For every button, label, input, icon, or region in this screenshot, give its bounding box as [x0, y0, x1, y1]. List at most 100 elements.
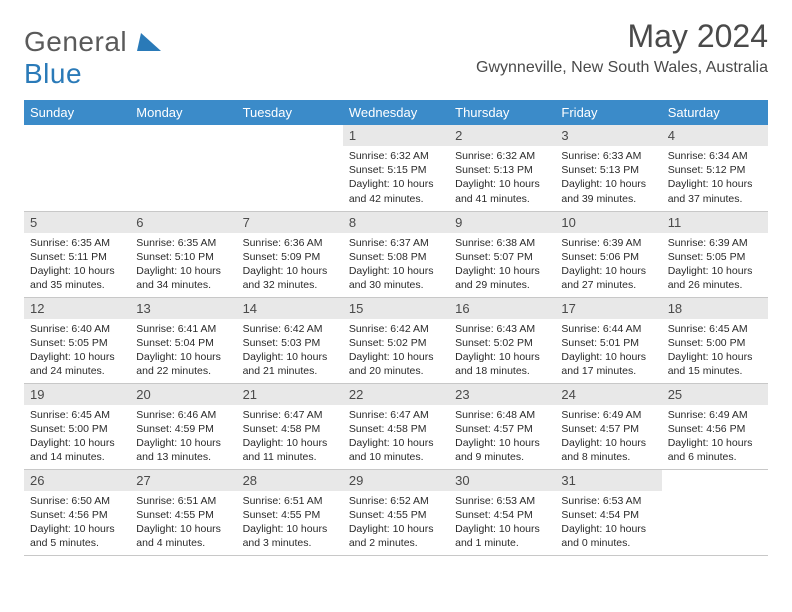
day-detail: Sunrise: 6:34 AMSunset: 5:12 PMDaylight:…: [662, 146, 768, 209]
day-detail: Sunrise: 6:35 AMSunset: 5:11 PMDaylight:…: [24, 233, 130, 296]
day-line-sr: Sunrise: 6:45 AM: [30, 408, 124, 422]
day-line-sr: Sunrise: 6:51 AM: [243, 494, 337, 508]
calendar-cell: 21Sunrise: 6:47 AMSunset: 4:58 PMDayligh…: [237, 383, 343, 469]
day-line-d2: and 9 minutes.: [455, 450, 549, 464]
calendar-cell: 7Sunrise: 6:36 AMSunset: 5:09 PMDaylight…: [237, 211, 343, 297]
calendar-cell: [130, 125, 236, 211]
day-detail: Sunrise: 6:51 AMSunset: 4:55 PMDaylight:…: [130, 491, 236, 554]
calendar-cell: 11Sunrise: 6:39 AMSunset: 5:05 PMDayligh…: [662, 211, 768, 297]
day-line-d1: Daylight: 10 hours: [455, 264, 549, 278]
calendar-week-row: 26Sunrise: 6:50 AMSunset: 4:56 PMDayligh…: [24, 469, 768, 555]
calendar-cell: 13Sunrise: 6:41 AMSunset: 5:04 PMDayligh…: [130, 297, 236, 383]
day-line-d2: and 22 minutes.: [136, 364, 230, 378]
day-line-d2: and 0 minutes.: [561, 536, 655, 550]
day-line-sr: Sunrise: 6:48 AM: [455, 408, 549, 422]
calendar-cell: 24Sunrise: 6:49 AMSunset: 4:57 PMDayligh…: [555, 383, 661, 469]
day-line-ss: Sunset: 5:09 PM: [243, 250, 337, 264]
day-number: 20: [130, 384, 236, 405]
day-line-sr: Sunrise: 6:47 AM: [349, 408, 443, 422]
day-line-ss: Sunset: 4:54 PM: [455, 508, 549, 522]
day-line-ss: Sunset: 4:58 PM: [349, 422, 443, 436]
calendar-cell: 30Sunrise: 6:53 AMSunset: 4:54 PMDayligh…: [449, 469, 555, 555]
day-detail: Sunrise: 6:51 AMSunset: 4:55 PMDaylight:…: [237, 491, 343, 554]
day-line-sr: Sunrise: 6:43 AM: [455, 322, 549, 336]
calendar-table: Sunday Monday Tuesday Wednesday Thursday…: [24, 100, 768, 556]
day-line-ss: Sunset: 5:13 PM: [455, 163, 549, 177]
day-line-ss: Sunset: 5:06 PM: [561, 250, 655, 264]
day-line-d2: and 37 minutes.: [668, 192, 762, 206]
day-number: 15: [343, 298, 449, 319]
calendar-cell: 1Sunrise: 6:32 AMSunset: 5:15 PMDaylight…: [343, 125, 449, 211]
day-line-ss: Sunset: 5:03 PM: [243, 336, 337, 350]
weekday-header: Friday: [555, 100, 661, 125]
day-line-d2: and 5 minutes.: [30, 536, 124, 550]
header: General Blue May 2024 Gwynneville, New S…: [24, 18, 768, 90]
weekday-row: Sunday Monday Tuesday Wednesday Thursday…: [24, 100, 768, 125]
day-line-sr: Sunrise: 6:45 AM: [668, 322, 762, 336]
day-line-d1: Daylight: 10 hours: [349, 350, 443, 364]
day-line-d2: and 30 minutes.: [349, 278, 443, 292]
calendar-cell: 2Sunrise: 6:32 AMSunset: 5:13 PMDaylight…: [449, 125, 555, 211]
logo-text-1: General: [24, 26, 127, 57]
day-line-d2: and 6 minutes.: [668, 450, 762, 464]
day-line-d2: and 2 minutes.: [349, 536, 443, 550]
day-line-d2: and 32 minutes.: [243, 278, 337, 292]
day-line-d2: and 4 minutes.: [136, 536, 230, 550]
day-line-d1: Daylight: 10 hours: [136, 350, 230, 364]
day-line-sr: Sunrise: 6:46 AM: [136, 408, 230, 422]
day-line-d2: and 18 minutes.: [455, 364, 549, 378]
day-line-d1: Daylight: 10 hours: [668, 436, 762, 450]
calendar-cell: 19Sunrise: 6:45 AMSunset: 5:00 PMDayligh…: [24, 383, 130, 469]
day-line-d2: and 21 minutes.: [243, 364, 337, 378]
day-line-d1: Daylight: 10 hours: [243, 436, 337, 450]
day-number: 13: [130, 298, 236, 319]
day-line-d1: Daylight: 10 hours: [668, 264, 762, 278]
weekday-header: Monday: [130, 100, 236, 125]
day-number: 3: [555, 125, 661, 146]
logo-text-2: Blue: [24, 58, 82, 89]
day-detail: Sunrise: 6:32 AMSunset: 5:13 PMDaylight:…: [449, 146, 555, 209]
day-line-sr: Sunrise: 6:53 AM: [561, 494, 655, 508]
day-line-ss: Sunset: 5:10 PM: [136, 250, 230, 264]
day-number: 9: [449, 212, 555, 233]
day-detail: Sunrise: 6:37 AMSunset: 5:08 PMDaylight:…: [343, 233, 449, 296]
day-number: 17: [555, 298, 661, 319]
calendar-cell: 12Sunrise: 6:40 AMSunset: 5:05 PMDayligh…: [24, 297, 130, 383]
day-line-ss: Sunset: 4:57 PM: [455, 422, 549, 436]
day-line-ss: Sunset: 5:07 PM: [455, 250, 549, 264]
day-line-d1: Daylight: 10 hours: [455, 436, 549, 450]
day-number: 29: [343, 470, 449, 491]
day-line-d2: and 8 minutes.: [561, 450, 655, 464]
calendar-cell: 20Sunrise: 6:46 AMSunset: 4:59 PMDayligh…: [130, 383, 236, 469]
day-line-sr: Sunrise: 6:40 AM: [30, 322, 124, 336]
day-line-d1: Daylight: 10 hours: [30, 264, 124, 278]
day-line-ss: Sunset: 5:01 PM: [561, 336, 655, 350]
day-line-ss: Sunset: 4:59 PM: [136, 422, 230, 436]
calendar-cell: 31Sunrise: 6:53 AMSunset: 4:54 PMDayligh…: [555, 469, 661, 555]
day-line-sr: Sunrise: 6:35 AM: [30, 236, 124, 250]
day-line-d2: and 42 minutes.: [349, 192, 443, 206]
day-line-d1: Daylight: 10 hours: [136, 264, 230, 278]
day-line-d1: Daylight: 10 hours: [455, 350, 549, 364]
calendar-week-row: 5Sunrise: 6:35 AMSunset: 5:11 PMDaylight…: [24, 211, 768, 297]
day-line-ss: Sunset: 5:05 PM: [668, 250, 762, 264]
day-line-d2: and 13 minutes.: [136, 450, 230, 464]
calendar-cell: [24, 125, 130, 211]
day-detail: Sunrise: 6:53 AMSunset: 4:54 PMDaylight:…: [449, 491, 555, 554]
day-detail: Sunrise: 6:42 AMSunset: 5:03 PMDaylight:…: [237, 319, 343, 382]
day-line-d2: and 20 minutes.: [349, 364, 443, 378]
day-detail: Sunrise: 6:53 AMSunset: 4:54 PMDaylight:…: [555, 491, 661, 554]
day-number: 8: [343, 212, 449, 233]
weekday-header: Saturday: [662, 100, 768, 125]
calendar-cell: 28Sunrise: 6:51 AMSunset: 4:55 PMDayligh…: [237, 469, 343, 555]
calendar-week-row: 1Sunrise: 6:32 AMSunset: 5:15 PMDaylight…: [24, 125, 768, 211]
day-line-d1: Daylight: 10 hours: [455, 177, 549, 191]
day-number: 22: [343, 384, 449, 405]
day-detail: Sunrise: 6:46 AMSunset: 4:59 PMDaylight:…: [130, 405, 236, 468]
day-line-sr: Sunrise: 6:36 AM: [243, 236, 337, 250]
day-line-ss: Sunset: 5:15 PM: [349, 163, 443, 177]
day-detail: Sunrise: 6:39 AMSunset: 5:05 PMDaylight:…: [662, 233, 768, 296]
day-number: 27: [130, 470, 236, 491]
day-number: 16: [449, 298, 555, 319]
day-detail: Sunrise: 6:35 AMSunset: 5:10 PMDaylight:…: [130, 233, 236, 296]
